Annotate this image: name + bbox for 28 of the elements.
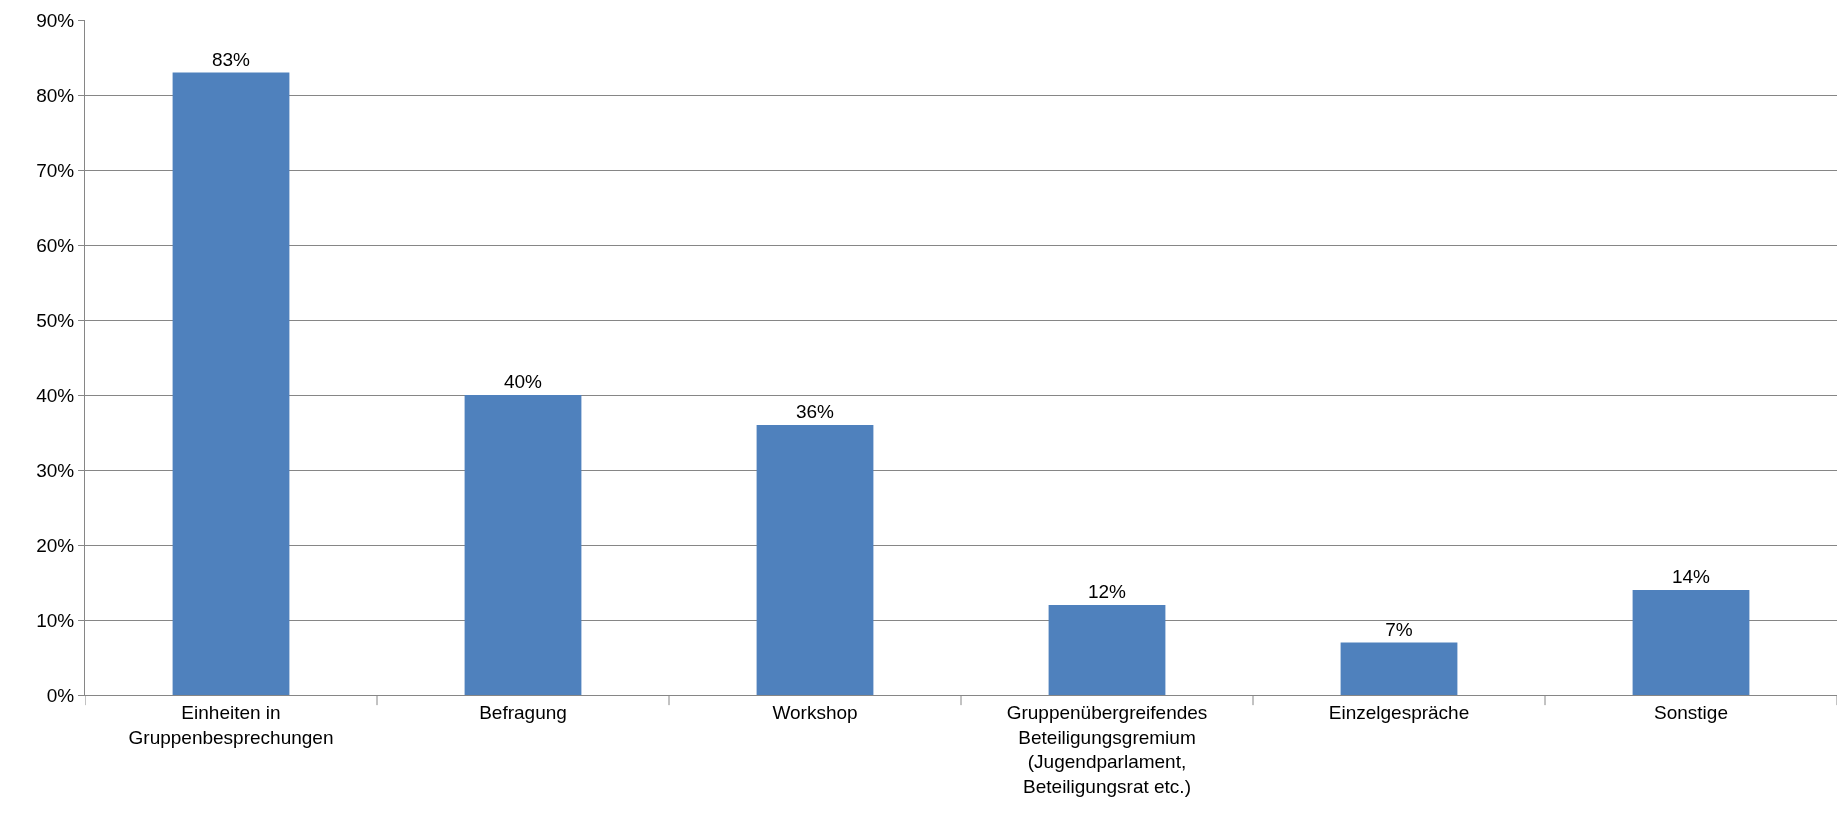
y-tick-label: 50%	[36, 309, 75, 331]
x-tick-label: Sonstige	[1654, 701, 1728, 723]
data-label: 14%	[1671, 566, 1711, 587]
y-tick-label: 80%	[36, 84, 75, 106]
y-tick-label: 90%	[36, 9, 75, 31]
x-tick-label: Befragung	[479, 701, 567, 723]
data-label: 40%	[503, 371, 543, 392]
bar	[464, 395, 582, 695]
x-tick-label: Einzelgespräche	[1328, 701, 1470, 723]
bar	[1340, 642, 1458, 695]
bar	[172, 72, 290, 695]
y-tick-label: 70%	[36, 159, 75, 181]
x-tick-label: Gruppenübergreifendes Beteiligungsgremium (Jugendparlament, Beteiligungsrat etc.)	[1006, 701, 1208, 797]
bar	[756, 425, 874, 695]
y-tick-label: 30%	[36, 459, 75, 481]
y-tick-label: 0%	[46, 684, 75, 706]
data-label: 36%	[795, 401, 835, 422]
x-tick-label: Workshop	[772, 701, 858, 723]
data-label: 7%	[1385, 618, 1413, 640]
data-label: 12%	[1087, 581, 1127, 602]
y-tick-label: 20%	[36, 534, 75, 556]
bar	[1048, 605, 1166, 695]
y-tick-label: 60%	[36, 234, 75, 256]
y-tick-label: 10%	[36, 609, 75, 631]
bar	[1632, 590, 1750, 695]
data-label: 83%	[211, 48, 251, 70]
y-tick-label: 40%	[36, 384, 75, 406]
x-tick-label: Einheiten in Gruppenbesprechungen	[128, 701, 334, 748]
